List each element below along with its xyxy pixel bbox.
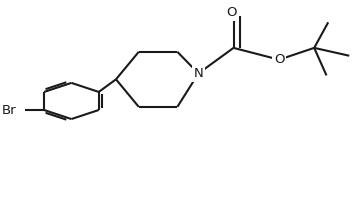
Text: O: O [274,53,284,66]
Text: Br: Br [1,104,16,116]
Text: N: N [194,67,203,80]
Text: O: O [226,6,237,19]
